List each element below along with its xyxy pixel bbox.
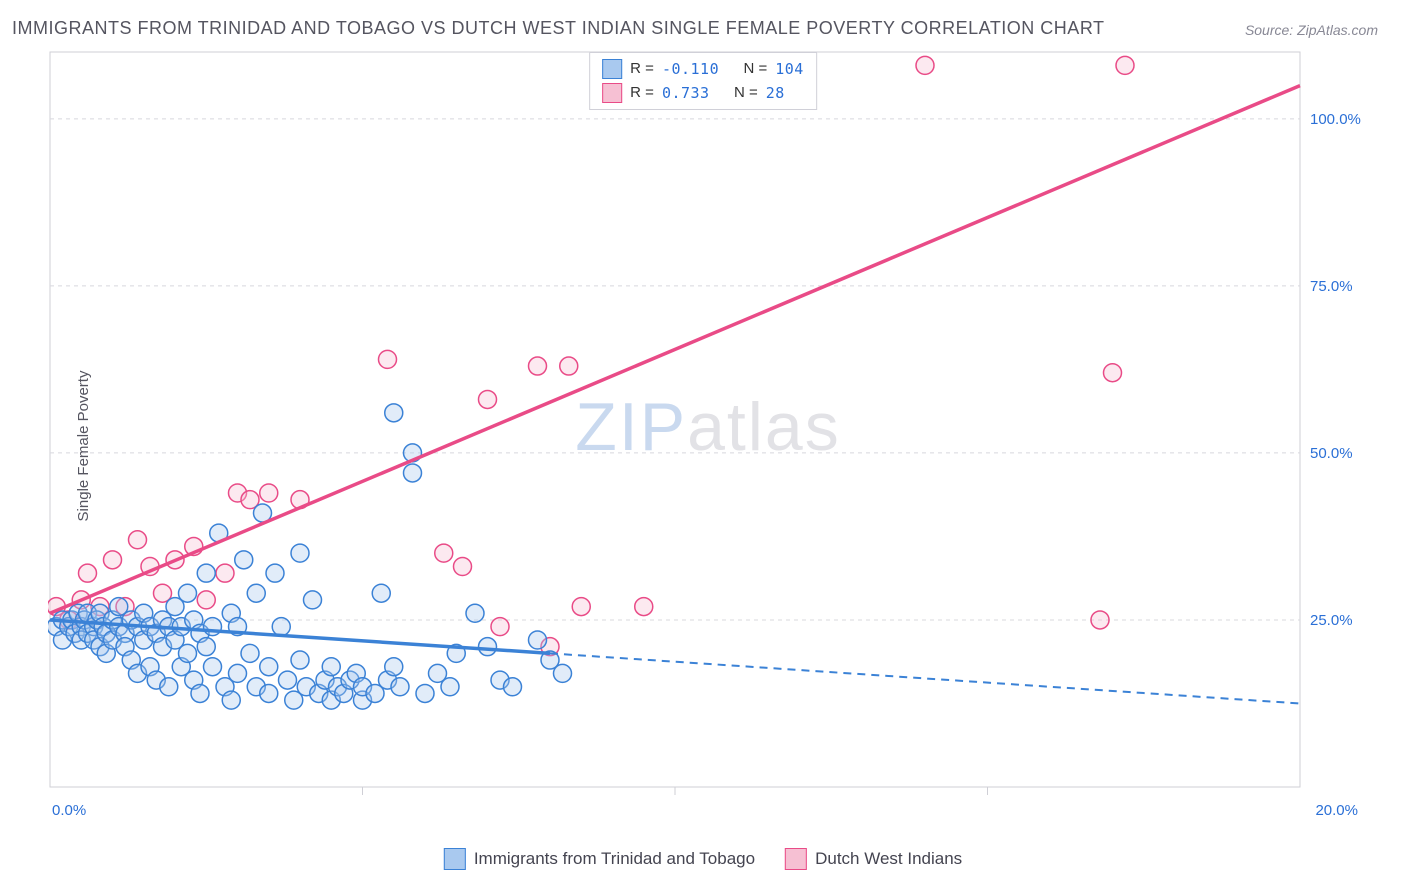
data-point [379, 350, 397, 368]
data-point [216, 564, 234, 582]
data-point [1104, 364, 1122, 382]
data-point [454, 558, 472, 576]
legend-row: R = -0.110 N = 104 [602, 57, 804, 81]
data-point [1116, 56, 1134, 74]
y-tick-label: 100.0% [1310, 111, 1361, 128]
correlation-legend: R =-0.110 N =104R = 0.733 N = 28 [589, 52, 817, 110]
data-point [79, 564, 97, 582]
data-point [179, 584, 197, 602]
data-point [247, 584, 265, 602]
legend-item: Dutch West Indians [785, 848, 962, 870]
data-point [491, 618, 509, 636]
data-point [560, 357, 578, 375]
n-value: 28 [766, 81, 785, 105]
data-point [266, 564, 284, 582]
chart-area: ZIPatlas 25.0%50.0%75.0%100.0%0.0%20.0% [48, 50, 1368, 835]
r-value: -0.110 [662, 57, 719, 81]
data-point [191, 684, 209, 702]
legend-swatch [444, 848, 466, 870]
data-point [466, 604, 484, 622]
data-point [372, 584, 390, 602]
data-point [529, 631, 547, 649]
data-point [322, 658, 340, 676]
data-point [416, 684, 434, 702]
trend-line [50, 86, 1300, 614]
legend-label: Immigrants from Trinidad and Tobago [474, 849, 755, 869]
data-point [129, 531, 147, 549]
series-legend: Immigrants from Trinidad and Tobago Dutch… [444, 848, 962, 870]
data-point [479, 638, 497, 656]
data-point [197, 564, 215, 582]
source-attribution: Source: ZipAtlas.com [1245, 22, 1378, 38]
data-point [235, 551, 253, 569]
data-point [385, 404, 403, 422]
data-point [554, 664, 572, 682]
data-point [479, 390, 497, 408]
y-tick-label: 75.0% [1310, 278, 1353, 295]
data-point [104, 551, 122, 569]
y-tick-label: 50.0% [1310, 445, 1353, 462]
data-point [304, 591, 322, 609]
data-point [435, 544, 453, 562]
data-point [504, 678, 522, 696]
data-point [260, 484, 278, 502]
trend-line-extension [550, 653, 1300, 703]
data-point [197, 638, 215, 656]
data-point [1091, 611, 1109, 629]
data-point [279, 671, 297, 689]
legend-row: R = 0.733 N = 28 [602, 81, 804, 105]
data-point [197, 591, 215, 609]
legend-swatch [785, 848, 807, 870]
data-point [272, 618, 290, 636]
data-point [391, 678, 409, 696]
n-label: N = [743, 57, 767, 81]
data-point [291, 651, 309, 669]
r-label: R = [630, 81, 654, 105]
data-point [635, 598, 653, 616]
data-point [291, 544, 309, 562]
legend-item: Immigrants from Trinidad and Tobago [444, 848, 755, 870]
n-label: N = [734, 81, 758, 105]
data-point [572, 598, 590, 616]
legend-label: Dutch West Indians [815, 849, 962, 869]
data-point [916, 56, 934, 74]
data-point [222, 691, 240, 709]
data-point [204, 658, 222, 676]
chart-title: IMMIGRANTS FROM TRINIDAD AND TOBAGO VS D… [12, 18, 1104, 39]
data-point [229, 664, 247, 682]
scatter-plot: 25.0% 50.0% 75.0% 100.0% 0.0% 20.0% [48, 50, 1368, 835]
y-tick-label: 25.0% [1310, 612, 1353, 629]
data-point [241, 644, 259, 662]
data-point [260, 684, 278, 702]
n-value: 104 [775, 57, 804, 81]
data-point [260, 658, 278, 676]
x-tick-label: 0.0% [52, 802, 86, 819]
data-point [529, 357, 547, 375]
r-value: 0.733 [662, 81, 710, 105]
data-point [179, 644, 197, 662]
legend-swatch [602, 83, 622, 103]
x-tick-label: 20.0% [1315, 802, 1358, 819]
data-point [404, 464, 422, 482]
r-label: R = [630, 57, 654, 81]
data-point [385, 658, 403, 676]
data-point [160, 678, 178, 696]
data-point [441, 678, 459, 696]
legend-swatch [602, 59, 622, 79]
